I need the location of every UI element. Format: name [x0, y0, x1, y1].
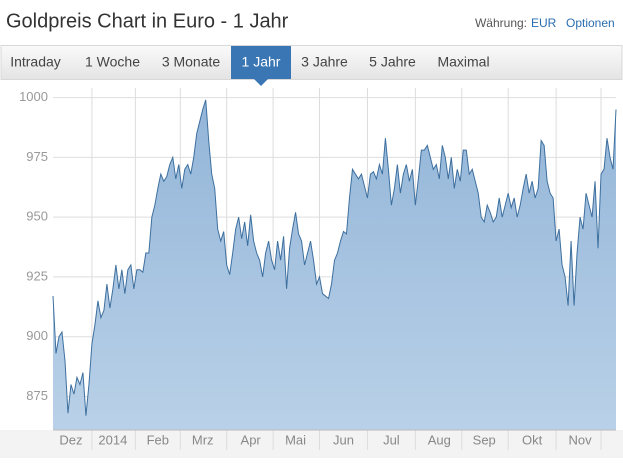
tab[interactable]: Intraday: [10, 54, 61, 70]
x-tick-label: Apr: [241, 432, 262, 447]
tab[interactable]: 1 Jahr: [242, 54, 281, 70]
x-tick-label: Sep: [473, 432, 496, 447]
y-tick-label: 925: [26, 268, 48, 283]
x-tick-label: Feb: [147, 432, 169, 447]
x-tick-label: 2014: [98, 432, 127, 447]
x-tick-label: Mai: [285, 432, 306, 447]
x-axis-band: [0, 430, 623, 458]
x-tick-label: Aug: [428, 432, 451, 447]
tab-active-bg: [231, 46, 291, 79]
tab-bar: [0, 45, 623, 80]
line: [52, 99, 617, 416]
y-tick-label: 950: [26, 209, 48, 224]
x-tick-label: Jun: [333, 432, 354, 447]
tab[interactable]: 3 Monate: [162, 54, 221, 70]
x-tick-label: Mrz: [192, 432, 214, 447]
tab-pointer: [254, 79, 268, 86]
tab[interactable]: 5 Jahre: [369, 54, 416, 70]
tab[interactable]: 1 Woche: [85, 54, 140, 70]
tab[interactable]: Maximal: [437, 54, 489, 70]
x-tick-label: Jul: [383, 432, 400, 447]
title: Goldpreis Chart in Euro - 1 Jahr: [6, 10, 289, 32]
x-tick-label: Nov: [569, 432, 593, 447]
y-tick-label: 875: [26, 388, 48, 403]
x-tick-label: Dez: [59, 432, 82, 447]
x-tick-label: Okt: [522, 432, 543, 447]
y-tick-label: 975: [26, 149, 48, 164]
area: [53, 99, 616, 431]
currency-label: Währung:: [475, 16, 527, 30]
options-link[interactable]: Optionen: [566, 16, 615, 30]
y-tick-label: 900: [26, 328, 48, 343]
tab[interactable]: 3 Jahre: [301, 54, 348, 70]
currency-link[interactable]: EUR: [531, 16, 557, 30]
y-tick-label: 1000: [19, 89, 48, 104]
